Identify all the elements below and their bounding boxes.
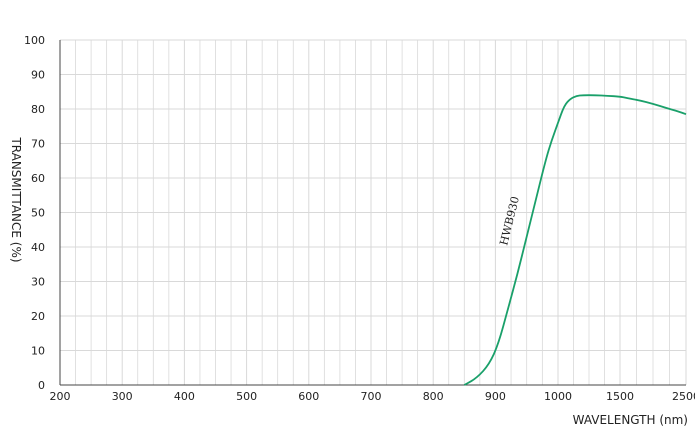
x-tick-label: 700 (361, 390, 382, 403)
x-tick-label: 500 (236, 390, 257, 403)
x-tick-label: 300 (112, 390, 133, 403)
x-tick-label: 900 (485, 390, 506, 403)
series-annotation-hwb930: HWB930 (497, 195, 522, 247)
y-tick-label: 20 (31, 310, 45, 323)
axes (59, 40, 686, 386)
y-tick-label: 60 (31, 172, 45, 185)
x-tick-label: 1500 (606, 390, 634, 403)
y-tick-label: 80 (31, 103, 45, 116)
y-tick-label: 100 (24, 34, 45, 47)
y-axis-label: TRANSMITTANCE (%) (9, 136, 23, 262)
grid (59, 39, 687, 386)
y-tick-label: 90 (31, 69, 45, 82)
x-tick-label: 200 (50, 390, 71, 403)
x-tick-label: 400 (174, 390, 195, 403)
y-tick-label: 40 (31, 241, 45, 254)
y-tick-label: 50 (31, 207, 45, 220)
y-tick-label: 10 (31, 345, 45, 358)
y-tick-label: 70 (31, 138, 45, 151)
y-tick-label: 0 (38, 379, 45, 392)
x-tick-label: 800 (423, 390, 444, 403)
x-tick-label: 600 (298, 390, 319, 403)
x-axis-label: WAVELENGTH (nm) (573, 413, 688, 427)
y-axis-ticks: 0 10 20 30 40 50 60 70 80 90 100 (24, 34, 45, 392)
series-layer (463, 94, 687, 386)
series-line-hwb930 (463, 94, 687, 386)
x-tick-label: 1000 (544, 390, 572, 403)
y-tick-label: 30 (31, 276, 45, 289)
